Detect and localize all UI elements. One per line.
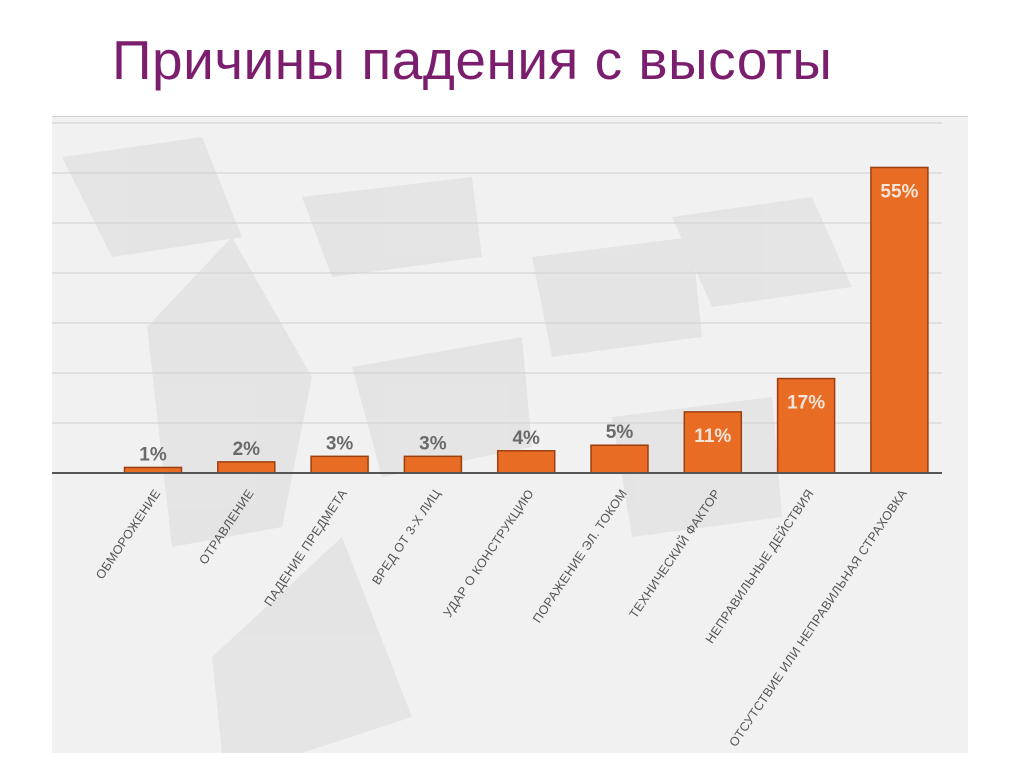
category-label: НЕПРАВИЛЬНЫЕ ДЕЙСТВИЯ xyxy=(702,486,816,646)
category-label: ОБМОРОЖЕНИЕ xyxy=(93,487,163,582)
category-label: ПОРАЖЕНИЕ ЭЛ. ТОКОМ xyxy=(530,487,630,626)
category-label: УДАР О КОНСТРУКЦИЮ xyxy=(441,487,537,620)
slide-title: Причины падения с высоты xyxy=(112,29,833,91)
bar-value-label: 2% xyxy=(233,439,261,460)
bar-value-label: 3% xyxy=(326,433,354,454)
category-label: ТЕХНИЧЕСКИЙ ФАКТОР xyxy=(626,486,724,621)
bar-6 xyxy=(590,444,649,474)
bar-3 xyxy=(310,455,369,474)
bar-chart: 1% ОБМОРОЖЕНИЕ 2% ОТРАВЛЕНИЕ 3% ПАДЕНИЕ ПРЕДМ… xyxy=(52,122,942,750)
bar-9 xyxy=(870,166,929,474)
chart-panel: 1% ОБМОРОЖЕНИЕ 2% ОТРАВЛЕНИЕ 3% ПАДЕНИЕ ПРЕДМ… xyxy=(52,116,968,753)
category-label: ОТРАВЛЕНИЕ xyxy=(196,487,256,567)
bar-value-label: 17% xyxy=(787,393,825,414)
bar-5 xyxy=(496,450,556,474)
bar-value-label: 11% xyxy=(694,426,731,447)
bar-7 xyxy=(683,411,743,474)
bar-2 xyxy=(217,461,276,474)
category-label: ПАДЕНИЕ ПРЕДМЕТА xyxy=(262,487,351,609)
category-label: ВРЕД ОТ 3-Х ЛИЦ xyxy=(369,486,443,587)
bar-value-label: 4% xyxy=(512,428,540,449)
bar-value-label: 1% xyxy=(139,444,167,465)
category-label: ОТСУТСТВИЕ ИЛИ НЕПРАВИЛЬНАЯ СТРАХОВКА xyxy=(727,487,911,750)
bar-value-label: 3% xyxy=(419,433,447,454)
bar-value-label: 5% xyxy=(606,422,634,443)
bar-4 xyxy=(403,455,463,474)
bar-value-label: 55% xyxy=(880,181,918,202)
